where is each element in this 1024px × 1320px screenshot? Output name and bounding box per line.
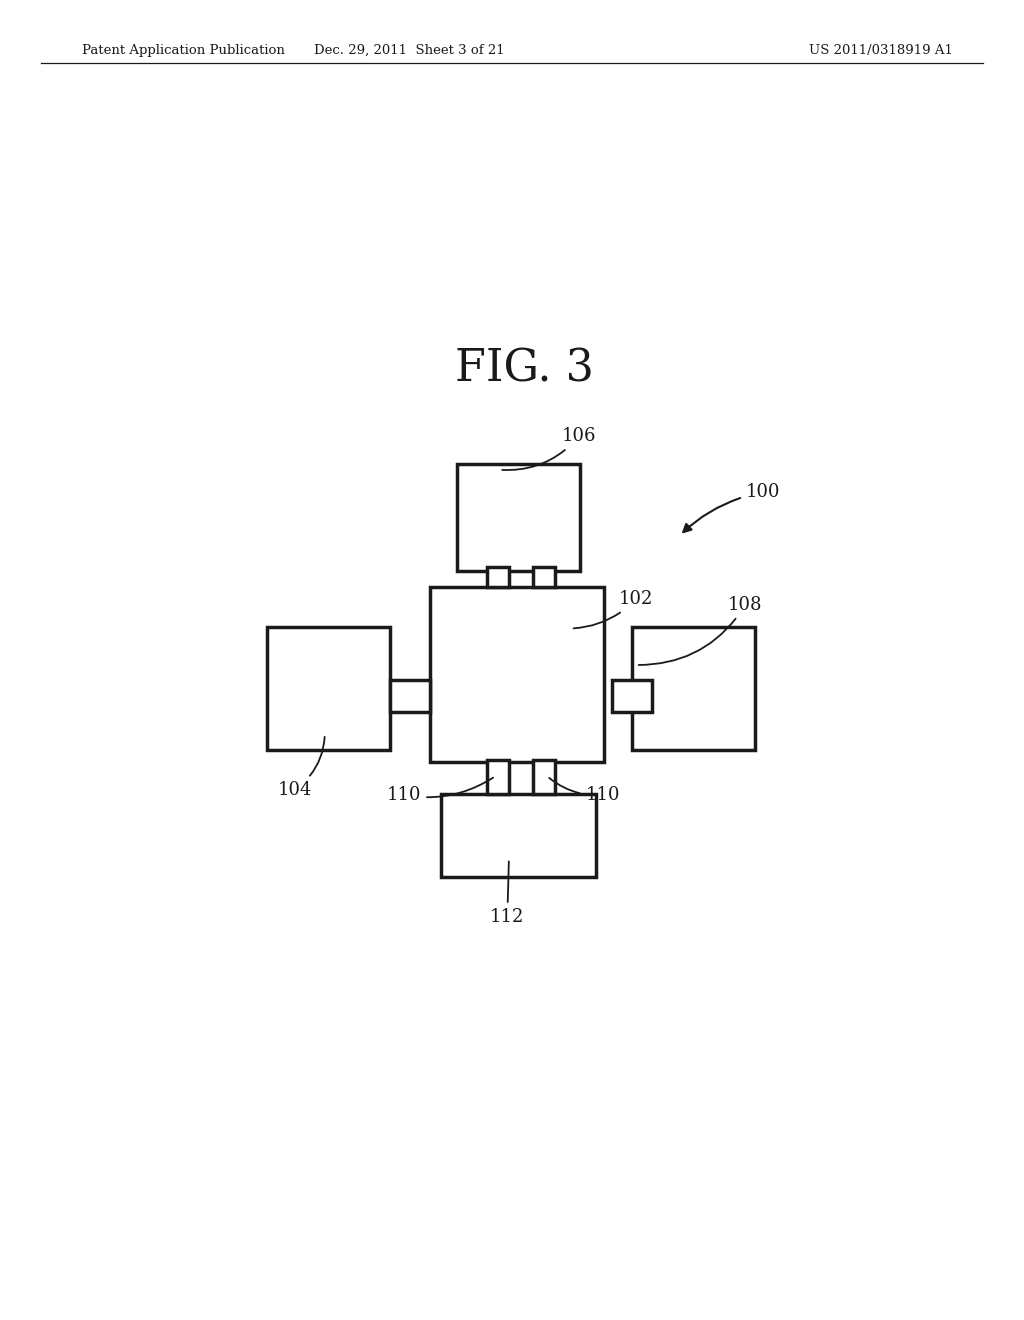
Bar [532, 760, 555, 793]
Bar [486, 568, 509, 587]
Text: 104: 104 [278, 737, 325, 799]
Bar [390, 680, 430, 711]
Text: Patent Application Publication: Patent Application Publication [82, 44, 285, 57]
Text: US 2011/0318919 A1: US 2011/0318919 A1 [809, 44, 952, 57]
Bar [612, 680, 652, 711]
Text: 108: 108 [639, 595, 763, 665]
Text: Dec. 29, 2011  Sheet 3 of 21: Dec. 29, 2011 Sheet 3 of 21 [314, 44, 505, 57]
Bar [430, 587, 604, 762]
Text: 102: 102 [573, 590, 653, 628]
Text: 106: 106 [502, 428, 596, 470]
Text: 110: 110 [387, 777, 494, 804]
Bar [441, 793, 596, 876]
Bar [532, 568, 555, 587]
Text: 112: 112 [490, 862, 524, 925]
Bar [486, 760, 509, 793]
Bar [458, 465, 581, 572]
Bar [267, 627, 390, 750]
Bar [632, 627, 755, 750]
Text: 100: 100 [683, 483, 780, 532]
Text: FIG. 3: FIG. 3 [456, 347, 594, 391]
Text: 110: 110 [549, 777, 620, 804]
